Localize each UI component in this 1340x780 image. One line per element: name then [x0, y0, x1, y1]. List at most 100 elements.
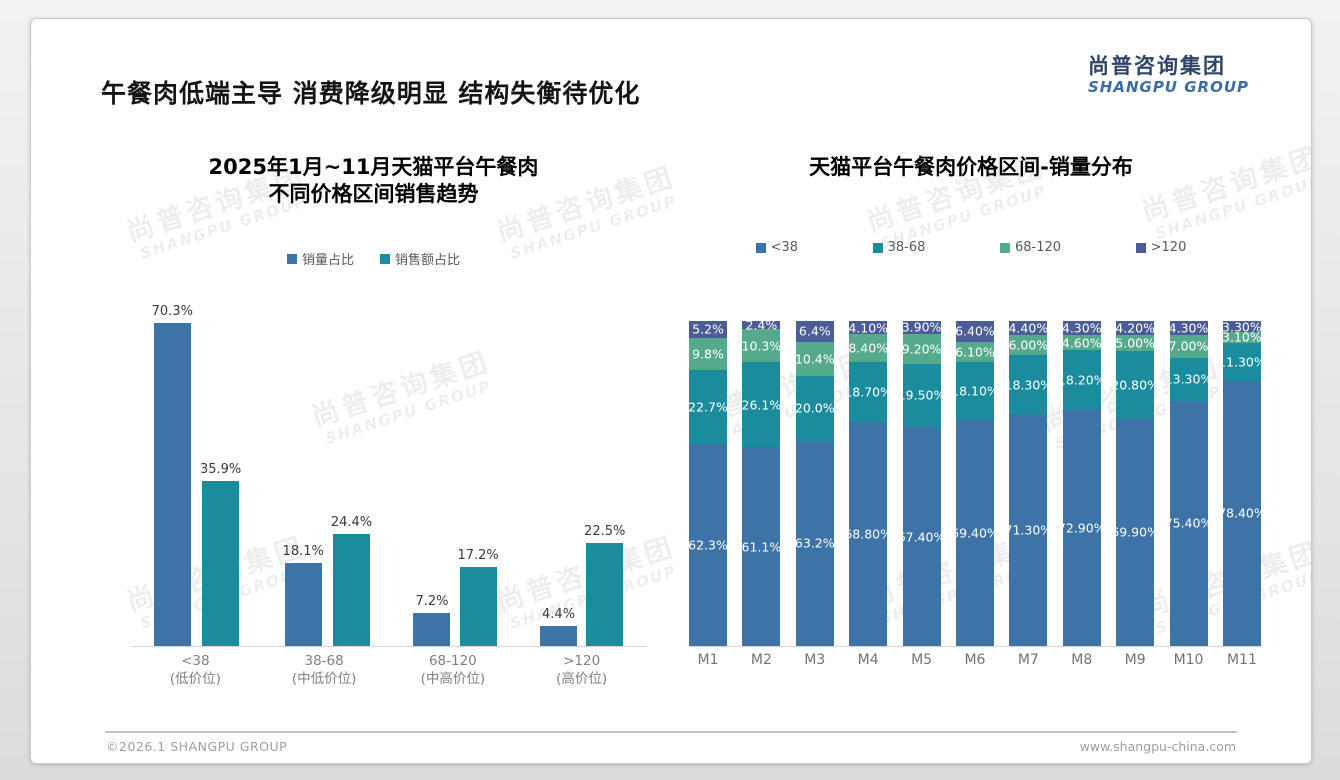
x-axis-tier-label: (低价位): [169, 671, 221, 688]
bar-segment: 18.30%: [1009, 354, 1048, 415]
bar-segment: 20.80%: [1116, 350, 1155, 419]
legend-label: >120: [1150, 240, 1187, 255]
bar-wrapper: 22.5%: [584, 524, 625, 646]
footer-copyright: ©2026.1 SHANGPU GROUP: [106, 739, 288, 754]
x-axis-month-label: M7: [1017, 652, 1039, 668]
stacked-bar: 61.1% 26.1% 10.3% 2.4%: [742, 317, 781, 646]
segment-value-label: 18.30%: [1009, 377, 1047, 393]
left-chart-title: 2025年1月~11月天猫平台午餐肉 不同价格区间销售趋势: [101, 154, 646, 209]
stacked-bar: 67.40% 19.50% 9.20% 3.90%: [902, 319, 941, 646]
x-axis-range-label: >120: [563, 653, 601, 669]
x-axis-range-label: 38-68: [304, 653, 344, 669]
segment-value-label: 7.00%: [1169, 338, 1208, 354]
legend-swatch: [1135, 242, 1146, 253]
bar-wrapper: 24.4%: [331, 515, 372, 646]
legend-swatch: [380, 253, 390, 264]
bar-segment: 4.30%: [1169, 321, 1208, 336]
bar: [333, 533, 371, 646]
right-chart-plot: 62.3% 22.7% 9.8% 5.2% 61.1% 26.1% 10.3% 2.4% 63.…: [689, 310, 1261, 647]
legend-label: 销售额占比: [395, 253, 461, 268]
bar-value-label: 17.2%: [457, 547, 499, 563]
bar-segment: 11.30%: [1222, 342, 1261, 381]
bar-segment: 10.3%: [742, 328, 781, 363]
bar-segment: 4.30%: [1062, 321, 1101, 336]
segment-value-label: 69.90%: [1116, 524, 1154, 540]
segment-value-label: 3.10%: [1222, 329, 1261, 345]
segment-value-label: 3.30%: [1222, 319, 1261, 335]
legend-item: 68-120: [1000, 240, 1061, 255]
bar-wrapper: 4.4%: [540, 607, 578, 646]
x-axis-month-label: M3: [804, 652, 826, 668]
bar: [413, 612, 451, 646]
stacked-bar-column: 75.40% 13.30% 7.00% 4.30%: [1169, 310, 1208, 646]
segment-value-label: 78.40%: [1223, 505, 1261, 521]
legend-label: 38-68: [887, 240, 926, 255]
x-axis-category: <38 (低价位): [135, 652, 255, 688]
x-axis-category: >120 (高价位): [522, 652, 642, 688]
bar-segment: 18.70%: [849, 361, 888, 423]
segment-value-label: 4.40%: [1009, 320, 1048, 336]
segment-value-label: 5.2%: [692, 321, 724, 337]
stacked-bar: 69.90% 20.80% 5.00%4.20%: [1116, 320, 1155, 646]
segment-value-label: 9.8%: [692, 346, 724, 362]
legend-label: 68-120: [1015, 240, 1062, 255]
legend-label: 销量占比: [301, 253, 354, 268]
legend-item: 销售额占比: [380, 249, 460, 268]
bar-wrapper: 18.1%: [283, 544, 324, 646]
x-axis-month-label: M8: [1071, 652, 1093, 668]
right-chart-legend: <38 38-68 68-120 >120: [681, 240, 1261, 255]
bar-wrapper: 70.3%: [152, 304, 193, 646]
bar-segment: 22.7%: [689, 369, 727, 444]
bar-segment: 5.00%: [1116, 334, 1155, 351]
segment-value-label: 26.1%: [742, 397, 781, 413]
segment-value-label: 6.00%: [1009, 337, 1048, 353]
segment-value-label: 67.40%: [903, 529, 941, 544]
segment-value-label: 20.0%: [795, 400, 834, 416]
bar: [202, 480, 240, 646]
company-logo: 尚普咨询集团 SHANGPU GROUP: [1087, 54, 1249, 96]
bar-segment: 62.3%: [689, 443, 727, 646]
segment-value-label: 5.00%: [1116, 335, 1155, 351]
bar-segment: 3.90%: [902, 319, 941, 335]
stacked-bar: 75.40% 13.30% 7.00% 4.30%: [1169, 321, 1208, 646]
bar-segment: 18.10%: [955, 361, 994, 421]
bar-group: 70.3% 35.9%: [152, 304, 241, 646]
bar-segment: 6.4%: [795, 321, 834, 342]
bar-value-label: 35.9%: [199, 461, 242, 477]
logo-chinese-name: 尚普咨询集团: [1087, 54, 1226, 78]
bar-segment: 4.20%: [1116, 320, 1155, 335]
bar-group: 4.4% 22.5%: [540, 524, 625, 646]
legend-swatch: [755, 242, 766, 253]
stacked-bar: 63.2% 20.0% 10.4% 6.4%: [795, 321, 834, 646]
segment-value-label: 11.30%: [1223, 354, 1261, 370]
stacked-bar-column: 69.40% 18.10% 6.10% 6.40%: [955, 310, 994, 646]
bar-segment: 67.40%: [902, 427, 941, 646]
x-axis-month-label: M1: [697, 652, 719, 668]
segment-value-label: 61.1%: [742, 539, 781, 555]
x-axis-tier-label: (中低价位): [291, 671, 357, 688]
segment-value-label: 18.20%: [1063, 372, 1101, 388]
segment-value-label: 4.60%: [1062, 335, 1101, 351]
bar-value-label: 24.4%: [330, 514, 373, 530]
bar-segment: 9.20%: [902, 333, 941, 364]
bar-segment: 68.80%: [849, 422, 888, 646]
legend-swatch: [286, 253, 297, 264]
left-chart-x-axis: <38 (低价位) 38-68 (中低价位) 68-120 (中高价位) >120 (高价位): [131, 652, 646, 688]
right-chart-x-axis: M1 M2 M3 M4 M5 M6 M7 M8 M9 M10 M11: [689, 652, 1261, 668]
segment-value-label: 3.90%: [902, 319, 941, 335]
stacked-bar-column: 63.2% 20.0% 10.4% 6.4%: [795, 310, 834, 646]
bar-group: 7.2% 17.2%: [413, 547, 499, 646]
segment-value-label: 18.10%: [956, 383, 994, 399]
bar: [153, 322, 191, 646]
segment-value-label: 19.50%: [903, 387, 941, 403]
bar-segment: 7.00%: [1169, 335, 1208, 358]
bar: [459, 566, 497, 646]
x-axis-tier-label: (高价位): [556, 671, 608, 688]
x-axis-month-label: M5: [911, 652, 933, 668]
left-chart-legend: 销量占比 销售额占比: [101, 249, 646, 268]
stacked-bar-column: 72.90% 18.20% 4.60%4.30%: [1062, 310, 1101, 646]
bar-wrapper: 35.9%: [200, 462, 241, 646]
stacked-bar: 62.3% 22.7% 9.8% 5.2%: [689, 320, 727, 646]
legend-item: <38: [755, 240, 798, 255]
stacked-bar-column: 68.80% 18.70% 8.40% 4.10%: [849, 310, 888, 646]
